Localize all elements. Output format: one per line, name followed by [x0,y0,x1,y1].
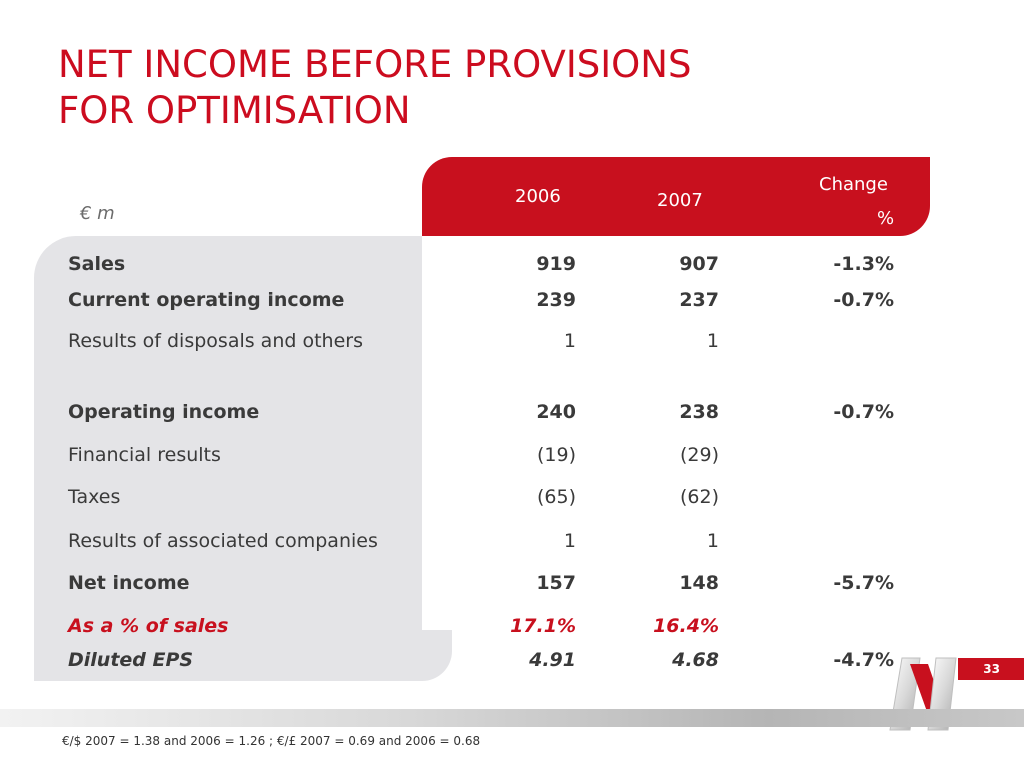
page-title: NET INCOME BEFORE PROVISIONS FOR OPTIMIS… [58,42,958,134]
row-label-sales: Sales [68,253,126,275]
cell-taxes-2006: (65) [536,486,576,508]
cell-sales-2007: 907 [679,253,719,275]
cell-operating-income-2007: 238 [679,401,719,423]
footer-stripe [0,709,1024,727]
row-label-current-operating-income: Current operating income [68,289,345,311]
title-line-2: FOR OPTIMISATION [58,89,411,132]
cell-operating-income-change: -0.7% [833,401,894,423]
column-header-change: Change [819,174,888,195]
cell-sales-change: -1.3% [833,253,894,275]
column-header-2007: 2007 [657,190,703,211]
table-header-band [422,157,930,236]
cell-net-income-change: -5.7% [833,572,894,594]
row-label-percent-of-sales: As a % of sales [68,615,229,637]
unit-label: € m [80,203,115,224]
cell-sales-2006: 919 [536,253,576,275]
row-label-taxes: Taxes [68,486,121,508]
cell-financial-results-2007: (29) [679,444,719,466]
column-header-change-unit: % [877,208,895,229]
cell-current-operating-income-change: -0.7% [833,289,894,311]
title-line-1: NET INCOME BEFORE PROVISIONS [58,43,692,86]
row-label-associated-companies: Results of associated companies [68,530,378,552]
row-label-diluted-eps: Diluted EPS [68,649,194,671]
row-label-financial-results: Financial results [68,444,221,466]
cell-results-of-disposals-2006: 1 [563,330,576,352]
row-label-operating-income: Operating income [68,401,260,423]
cell-diluted-eps-2007: 4.68 [672,649,719,671]
cell-operating-income-2006: 240 [536,401,576,423]
table-panel-corner [422,630,452,681]
cell-associated-companies-2006: 1 [563,530,576,552]
row-label-net-income: Net income [68,572,190,594]
cell-percent-of-sales-2006: 17.1% [510,615,576,637]
table-label-panel [34,236,422,681]
column-header-2006: 2006 [515,186,561,207]
cell-taxes-2007: (62) [679,486,719,508]
footnote: €/$ 2007 = 1.38 and 2006 = 1.26 ; €/£ 20… [62,734,481,748]
cell-diluted-eps-change: -4.7% [833,649,894,671]
cell-net-income-2007: 148 [679,572,719,594]
cell-current-operating-income-2006: 239 [536,289,576,311]
cell-financial-results-2006: (19) [536,444,576,466]
cell-diluted-eps-2006: 4.91 [529,649,576,671]
cell-net-income-2006: 157 [536,572,576,594]
row-label-results-of-disposals: Results of disposals and others [68,330,363,352]
cell-results-of-disposals-2007: 1 [706,330,719,352]
page-number-badge: 33 [958,658,1024,680]
cell-current-operating-income-2007: 237 [679,289,719,311]
cell-associated-companies-2007: 1 [706,530,719,552]
cell-percent-of-sales-2007: 16.4% [653,615,719,637]
